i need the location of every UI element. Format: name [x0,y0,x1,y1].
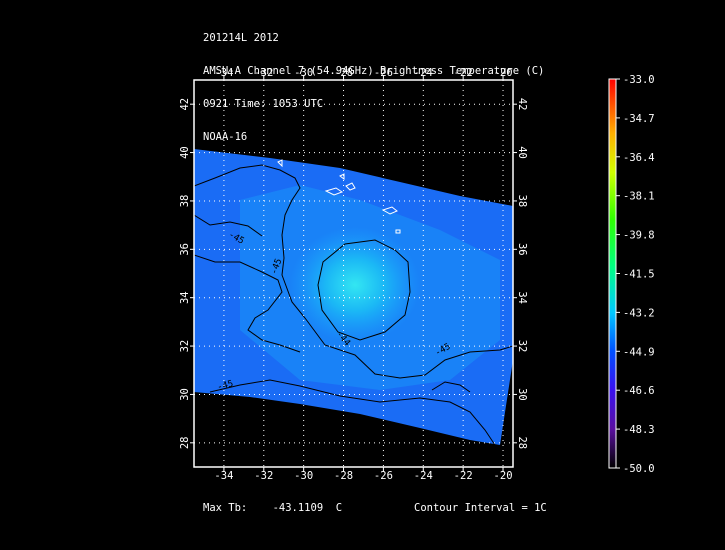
max-tb-label: Max Tb: [203,502,248,514]
white-contour [277,159,283,168]
time-line: 0921 Time: 1053 UTC [203,98,324,110]
white-contour [345,182,356,191]
colorbar-label: -43.2 [623,307,655,319]
x-tick-label-bottom: -28 [334,470,353,482]
y-tick-label-right: 38 [516,195,528,208]
y-tick-label-right: 30 [516,388,528,401]
colorbar [608,78,617,469]
contour-line [317,239,411,341]
y-tick-label-left: 36 [179,243,191,256]
colorbar-label: -50.0 [623,463,655,475]
colorbar-labels: -33.0 -34.7 -36.4 -38.1 -39.8 -41.5 -43.2 -44.9… [623,74,655,475]
colorbar-label: -41.5 [623,269,655,281]
x-tick-label-top: -26 [374,67,393,79]
y-tick-label-right: 32 [516,340,528,353]
x-tick-label-top: -30 [294,67,313,79]
colorbar-label: -38.1 [623,191,655,203]
x-tick-label-bottom: -34 [214,470,233,482]
map-frame [193,79,514,468]
x-tick-label-top: -32 [254,67,273,79]
satellite-name: NOAA-16 [203,131,248,143]
y-tick-label-right: 40 [516,146,528,159]
y-tick-label-left: 32 [179,340,191,353]
x-tick-label-bottom: -20 [494,470,513,482]
colorbar-label: -39.8 [623,230,655,242]
max-tb-value: -43.1109 [272,502,324,514]
y-tick-label-left: 40 [179,146,191,159]
white-contour [339,173,345,180]
colorbar-label: -34.7 [623,113,655,125]
contour-line [194,254,301,353]
colorbar-label: -33.0 [623,74,655,86]
white-contours [277,159,401,234]
y-tick-label-left: 28 [179,436,191,449]
contour-line [194,164,513,379]
white-contour [381,206,398,215]
colorbar-ticks [616,78,620,469]
x-tick-label-bottom: -30 [294,470,313,482]
y-tick-label-right: 34 [516,291,528,304]
swath-layer: -45 -45 -44 -45 -45 [194,149,513,446]
y-tick-label-left: 30 [179,388,191,401]
colorbar-label: -48.3 [623,424,655,436]
x-tick-label-bottom: -32 [254,470,273,482]
contour-interval: Contour Interval = 1C [414,502,547,514]
axis-tick-labels: -34 -34 -32 -32 -30 -30 -28 -28 -26 -26 -24 -24 -22 -… [179,67,528,482]
contour-line [194,214,263,237]
x-tick-label-top: -28 [334,67,353,79]
white-contour [395,229,401,234]
contours [194,164,513,446]
max-tb-unit: C [335,502,343,514]
colorbar-label: -46.6 [623,385,655,397]
contour-line [431,381,471,393]
contour-label: -45 [216,379,234,393]
y-tick-label-left: 34 [179,291,191,304]
x-tick-label-top: -34 [214,67,233,79]
white-contour [324,187,344,196]
header-block: 201214L 2012 AMSU-A Channel 7 (54.94GHz)… [203,11,544,154]
warm-core [290,227,420,343]
x-tick-label-top: -24 [414,67,433,79]
x-tick-label-top: -22 [454,67,473,79]
lat-lon-grid [194,80,513,467]
y-tick-label-right: 36 [516,243,528,256]
y-tick-label-left: 38 [179,195,191,208]
colorbar-label: -36.4 [623,152,655,164]
contour-line [209,379,496,446]
product-title: AMSU-A Channel 7 (54.94GHz) Brightness T… [203,65,545,77]
y-tick-label-left: 42 [179,98,191,111]
axis-ticks [190,75,517,472]
x-tick-label-top: -20 [494,67,513,79]
x-tick-label-bottom: -24 [414,470,433,482]
colorbar-label: -44.9 [623,346,655,358]
y-tick-label-right: 42 [516,98,528,111]
storm-id: 201214L 2012 [203,32,279,44]
max-tb-line: Max Tb: -43.1109 C [203,502,342,514]
x-tick-label-bottom: -22 [454,470,473,482]
x-tick-label-bottom: -26 [374,470,393,482]
y-tick-label-right: 28 [516,436,528,449]
